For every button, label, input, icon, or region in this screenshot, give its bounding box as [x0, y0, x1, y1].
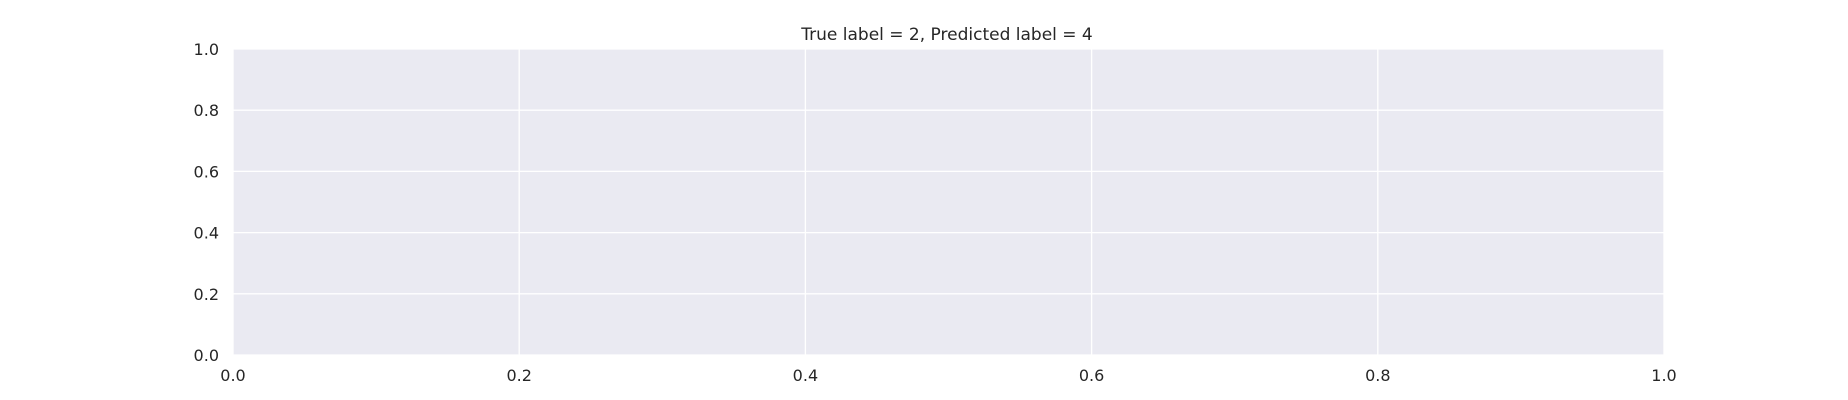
x-tick-label: 0.0: [220, 366, 245, 385]
plot-area: [233, 49, 1664, 355]
x-tick-label: 0.8: [1365, 366, 1390, 385]
y-tick-label: 0.0: [194, 346, 219, 365]
y-tick-label: 0.2: [194, 285, 219, 304]
y-tick-label: 0.8: [194, 101, 219, 120]
chart-title: True label = 2, Predicted label = 4: [800, 25, 1093, 45]
x-tick-label: 1.0: [1651, 366, 1676, 385]
y-tick-label: 1.0: [194, 40, 219, 59]
x-tick-label: 0.4: [793, 366, 818, 385]
y-tick-label: 0.4: [194, 224, 219, 243]
x-axis-ticks: 0.0 0.2 0.4 0.6 0.8 1.0: [220, 366, 1676, 385]
x-tick-label: 0.6: [1079, 366, 1104, 385]
y-tick-label: 0.6: [194, 162, 219, 181]
y-axis-ticks: 0.0 0.2 0.4 0.6 0.8 1.0: [194, 40, 219, 365]
grid-lines: [232, 48, 1665, 356]
x-tick-label: 0.2: [506, 366, 531, 385]
